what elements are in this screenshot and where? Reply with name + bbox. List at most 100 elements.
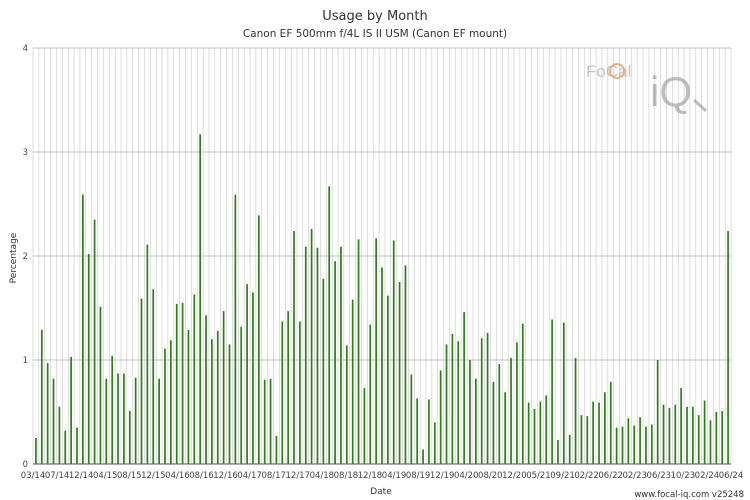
bar [410, 374, 413, 464]
x-tick-label: 04/18 [310, 471, 335, 481]
x-tick-label: 02/24 [695, 471, 720, 481]
x-tick-label: 12/19 [430, 471, 455, 481]
bar [562, 322, 565, 464]
x-tick-label: 12/16 [213, 471, 238, 481]
bar [615, 427, 618, 464]
bar [375, 238, 377, 464]
bar [128, 410, 131, 464]
x-tick-label: 06/24 [719, 471, 744, 481]
bar [216, 330, 219, 464]
bar [93, 219, 96, 464]
x-tick-label: 12/20 [502, 471, 527, 481]
bar [222, 311, 225, 464]
bar [240, 326, 243, 464]
x-tick-label: 10/23 [671, 471, 696, 481]
bar [82, 194, 84, 464]
bar [322, 278, 325, 464]
bar [199, 134, 202, 464]
x-tick-label: 06/23 [647, 471, 672, 481]
bar [351, 299, 354, 464]
y-tick-label: 4 [23, 44, 28, 54]
bar [187, 329, 190, 464]
bar [193, 294, 196, 464]
bar [404, 265, 407, 464]
bar [99, 306, 102, 464]
bar [381, 267, 383, 464]
bar [463, 312, 465, 464]
x-tick-label: 12/18 [358, 471, 383, 481]
axes: 0 1 2 3 4 03/14 07/14 12/14 04/15 08/15 12/15 04/16… [21, 44, 744, 481]
bar [263, 379, 266, 464]
bar [369, 324, 372, 464]
bar [721, 410, 724, 464]
bar [474, 378, 477, 464]
bar [64, 430, 67, 464]
bar [387, 295, 389, 464]
bar [334, 261, 336, 464]
x-tick-label: 02/22 [574, 471, 599, 481]
bar [422, 449, 424, 464]
bar [697, 415, 700, 464]
watermark-logo: FoCal iQ [586, 62, 708, 115]
bar [246, 284, 248, 464]
bar [486, 332, 489, 464]
bar [205, 315, 207, 464]
x-tick-label: 07/14 [45, 471, 70, 481]
bar [164, 348, 166, 464]
bar [504, 392, 507, 464]
bar [134, 377, 137, 464]
x-tick-label: 05/21 [526, 471, 551, 481]
y-tick-label: 3 [23, 148, 28, 158]
bar [727, 231, 729, 464]
bar [428, 399, 430, 464]
bar [275, 435, 278, 464]
x-tick-label: 08/16 [189, 471, 214, 481]
x-tick-label: 08/15 [117, 471, 142, 481]
bar [257, 215, 260, 464]
bar [35, 438, 37, 464]
bar [633, 425, 636, 464]
y-tick-label: 1 [23, 356, 28, 366]
y-tick-label: 0 [23, 460, 28, 470]
bar [169, 340, 172, 464]
bar [58, 406, 61, 464]
bar [310, 228, 313, 464]
x-tick-label: 03/14 [21, 471, 46, 481]
bar [340, 246, 342, 464]
bar [662, 404, 665, 464]
bar [656, 360, 659, 464]
bar [580, 415, 583, 464]
bar [304, 246, 307, 464]
chart-title: Usage by Month [322, 9, 427, 24]
bar [392, 240, 395, 464]
chart-subtitle: Canon EF 500mm f/4L IS II USM (Canon EF … [243, 28, 507, 40]
bar [609, 381, 612, 464]
bar [287, 311, 290, 464]
x-tick-label: 08/19 [406, 471, 431, 481]
bar [105, 378, 108, 464]
bar [281, 321, 284, 464]
x-tick-label: 08/17 [261, 471, 286, 481]
bar [152, 289, 155, 464]
x-tick-label: 12/15 [141, 471, 166, 481]
bar [551, 319, 553, 464]
bar [533, 408, 536, 464]
bar [568, 434, 571, 464]
x-tick-label: 04/15 [93, 471, 118, 481]
bar [252, 292, 254, 464]
footer-credit: www.focal-iq.com v25248 [634, 490, 744, 500]
bar [363, 388, 366, 464]
bar [674, 404, 677, 464]
x-tick-label: 04/17 [237, 471, 262, 481]
bar [328, 186, 331, 464]
bar [146, 244, 149, 464]
x-tick-label: 02/23 [622, 471, 647, 481]
watermark-suffix: iQ [650, 68, 692, 115]
bars [35, 134, 729, 464]
x-tick-label: 04/19 [382, 471, 407, 481]
grid [32, 47, 732, 465]
bar [140, 298, 143, 464]
bar [175, 303, 178, 464]
